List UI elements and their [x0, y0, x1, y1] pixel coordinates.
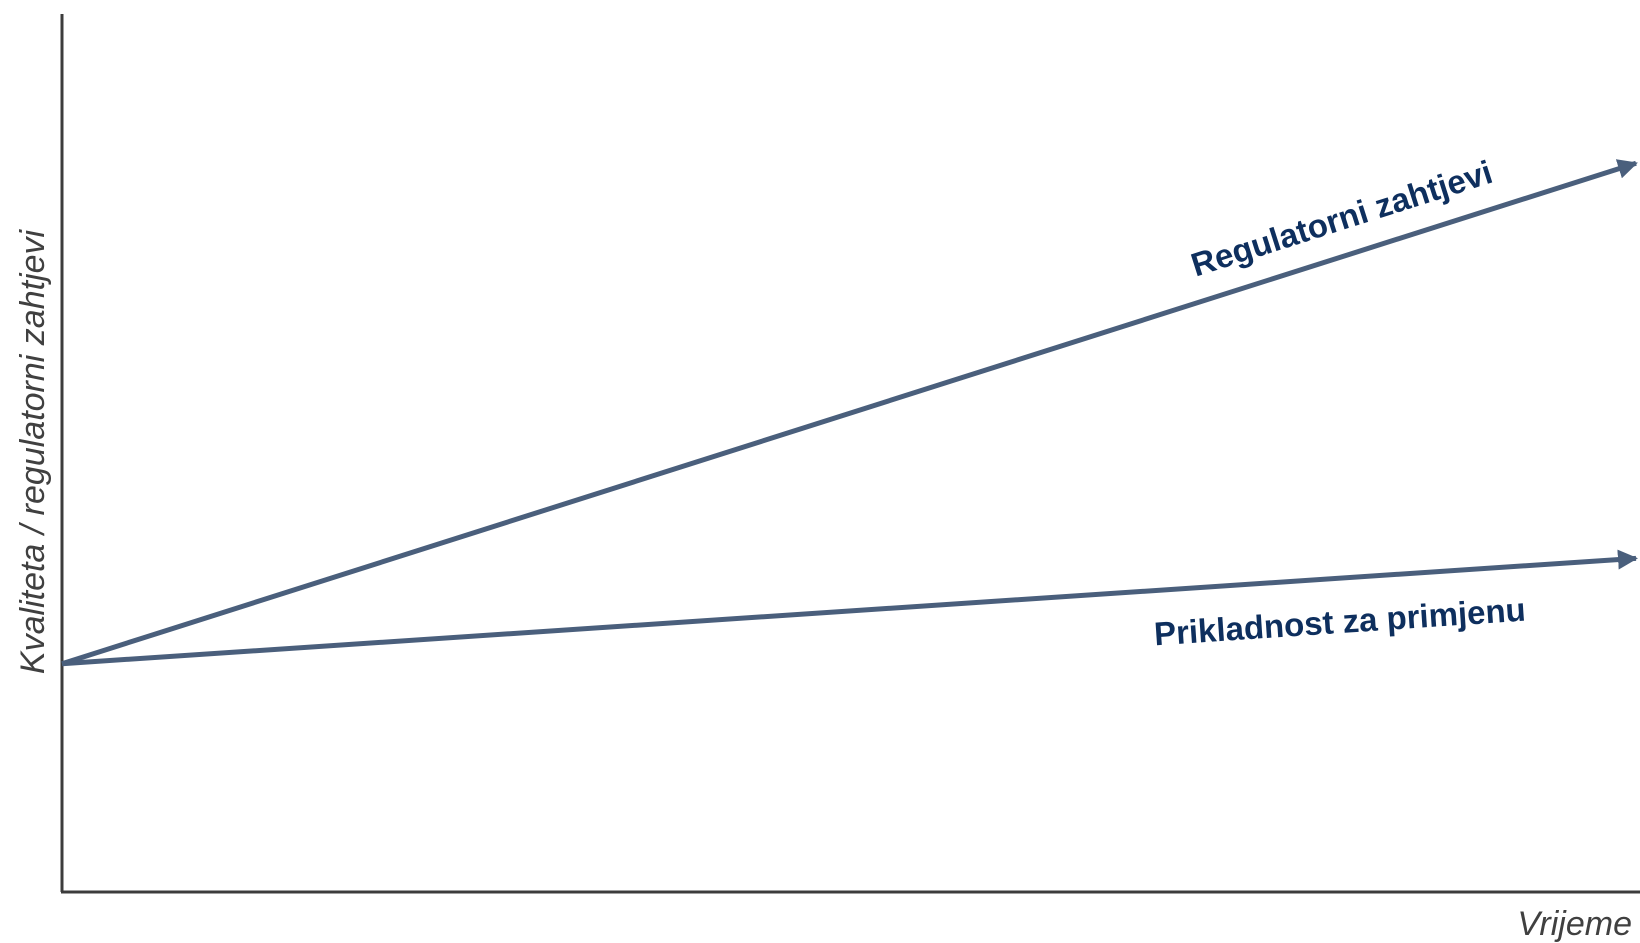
y-axis-label: Kvaliteta / regulatorni zahtjevi [14, 228, 52, 674]
series-line-2 [61, 549, 1638, 667]
series-label-1: Regulatorni zahtjevi [1187, 153, 1497, 283]
x-axis-label: Vrijeme [1517, 905, 1632, 943]
series-line-1 [61, 159, 1638, 667]
series-label-2: Prikladnost za primjenu [1153, 591, 1527, 653]
series-layer: Regulatorni zahtjevi Prikladnost za primj… [61, 153, 1638, 667]
